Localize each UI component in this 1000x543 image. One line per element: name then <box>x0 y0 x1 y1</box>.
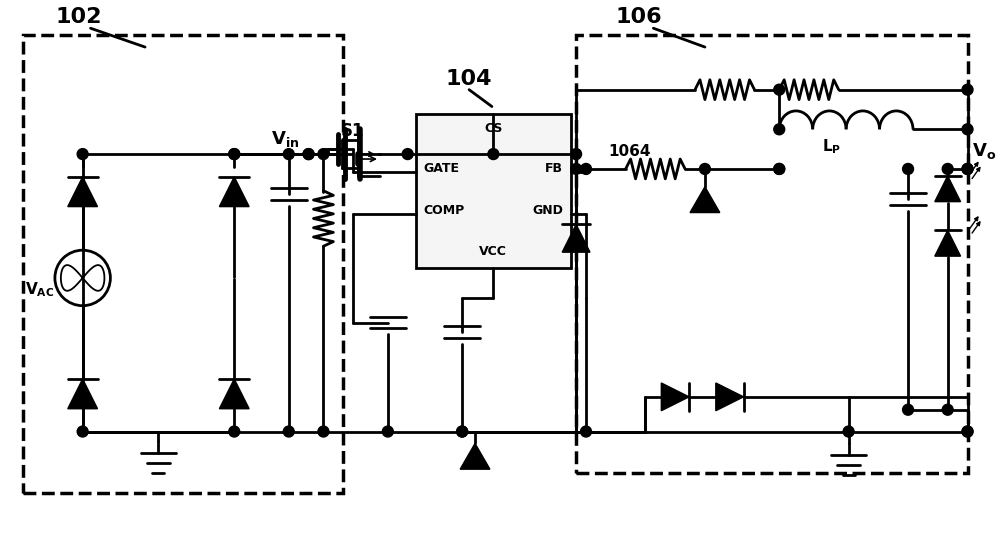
Circle shape <box>774 163 785 174</box>
Circle shape <box>77 426 88 437</box>
Text: GND: GND <box>532 204 563 217</box>
Text: VCC: VCC <box>479 245 507 258</box>
Circle shape <box>402 149 413 160</box>
Text: 1064: 1064 <box>608 144 650 159</box>
Polygon shape <box>935 176 961 201</box>
Polygon shape <box>935 230 961 256</box>
Circle shape <box>962 426 973 437</box>
Circle shape <box>774 163 785 174</box>
Polygon shape <box>219 379 249 409</box>
Polygon shape <box>460 444 490 469</box>
Circle shape <box>581 426 591 437</box>
Circle shape <box>699 163 710 174</box>
Text: GATE: GATE <box>424 162 460 175</box>
Bar <box>416 115 571 268</box>
Circle shape <box>774 84 785 95</box>
Circle shape <box>962 163 973 174</box>
Circle shape <box>318 426 329 437</box>
Polygon shape <box>68 177 98 206</box>
Circle shape <box>229 149 240 160</box>
Circle shape <box>457 426 468 437</box>
Circle shape <box>571 149 582 160</box>
Circle shape <box>318 149 329 160</box>
Circle shape <box>229 426 240 437</box>
Circle shape <box>942 163 953 174</box>
Polygon shape <box>716 383 744 411</box>
Polygon shape <box>562 224 590 252</box>
Text: 104: 104 <box>445 69 492 89</box>
Circle shape <box>382 426 393 437</box>
Polygon shape <box>68 379 98 409</box>
Text: S1: S1 <box>340 122 364 140</box>
Bar <box>576 35 968 473</box>
Text: $\mathbf{V_o}$: $\mathbf{V_o}$ <box>972 141 997 161</box>
Polygon shape <box>690 187 720 212</box>
Circle shape <box>774 124 785 135</box>
Circle shape <box>303 149 314 160</box>
Circle shape <box>488 149 499 160</box>
Circle shape <box>962 124 973 135</box>
Circle shape <box>903 405 914 415</box>
Text: CS: CS <box>484 122 503 135</box>
Circle shape <box>962 163 973 174</box>
Polygon shape <box>661 383 689 411</box>
Circle shape <box>962 426 973 437</box>
Circle shape <box>843 426 854 437</box>
Circle shape <box>229 149 240 160</box>
Text: FB: FB <box>545 162 563 175</box>
Text: $\mathbf{V_{in}}$: $\mathbf{V_{in}}$ <box>271 129 299 149</box>
Text: COMP: COMP <box>424 204 465 217</box>
Circle shape <box>77 149 88 160</box>
Circle shape <box>283 426 294 437</box>
Text: 102: 102 <box>56 7 102 27</box>
Circle shape <box>283 149 294 160</box>
Text: $\mathbf{L_P}$: $\mathbf{L_P}$ <box>822 137 841 156</box>
Polygon shape <box>219 177 249 206</box>
Circle shape <box>962 84 973 95</box>
Circle shape <box>571 163 582 174</box>
Circle shape <box>581 163 591 174</box>
Text: $\mathbf{V_{AC}}$: $\mathbf{V_{AC}}$ <box>25 281 54 300</box>
Circle shape <box>303 149 314 160</box>
Bar <box>23 35 343 493</box>
Circle shape <box>457 426 468 437</box>
Text: 106: 106 <box>616 7 662 27</box>
Circle shape <box>942 405 953 415</box>
Circle shape <box>903 163 914 174</box>
